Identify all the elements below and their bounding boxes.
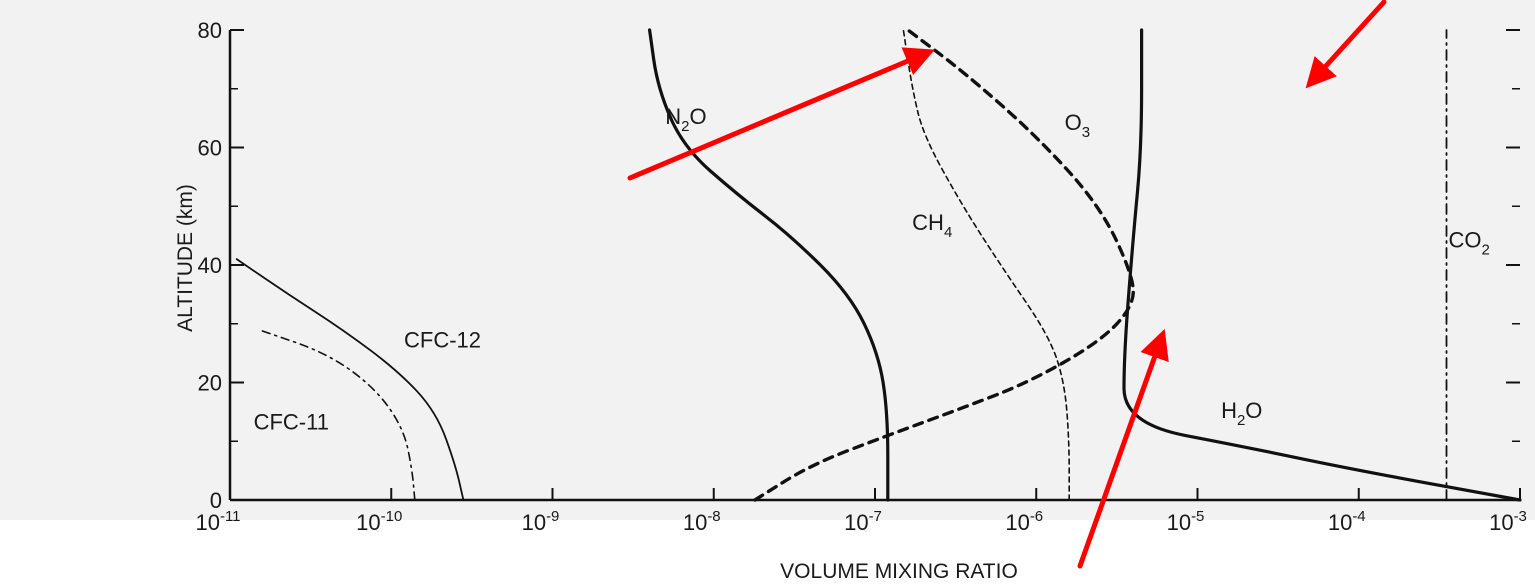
series-label-cfc-12: CFC-12 <box>404 327 481 352</box>
x-tick-label: 10-3 <box>1489 508 1527 535</box>
x-axis-title: VOLUME MIXING RATIO <box>780 560 1018 583</box>
series-label-ch4: CH4 <box>912 210 952 241</box>
annotation-arrows <box>627 0 1387 569</box>
series-label-h2o: H2O <box>1221 398 1262 429</box>
y-tick-label: 40 <box>198 253 222 278</box>
y-axis-ticks: 0 20 40 60 80 <box>198 18 1520 513</box>
series-label-n2o: N2O <box>665 104 706 135</box>
annotation-arrow-3 <box>1077 328 1169 569</box>
series-line-o3 <box>753 28 1136 502</box>
series-line-h2o <box>1122 28 1522 502</box>
scanned-page-tint <box>0 0 1535 520</box>
y-tick-label: 20 <box>198 371 222 396</box>
x-tick-label: 10-9 <box>522 508 560 535</box>
annotation-arrow-1 <box>627 47 935 181</box>
series-label-co2: CO2 <box>1448 227 1489 258</box>
x-tick-label: 10-10 <box>356 508 402 535</box>
series-labels: N2O O3 CH4 H2O CO2 CFC-12 CFC-11 <box>254 104 1490 435</box>
x-tick-label: 10-4 <box>1328 508 1366 535</box>
x-tick-label: 10-11 <box>195 508 240 535</box>
annotation-arrow-2 <box>1305 0 1387 89</box>
y-axis-title: ALTITUDE (km) <box>174 184 197 332</box>
y-tick-label: 60 <box>198 136 222 161</box>
x-tick-label: 10-7 <box>844 508 882 535</box>
x-tick-label: 10-8 <box>683 508 721 535</box>
series-layer <box>235 28 1522 502</box>
series-line-cfc-12 <box>235 258 465 501</box>
y-tick-label: 80 <box>198 18 222 43</box>
x-tick-label: 10-6 <box>1005 508 1043 535</box>
x-axis-ticks: 10-11 10-10 10-9 10-8 10-7 10-6 10-5 10-4 10-3 <box>195 488 1527 535</box>
series-label-cfc-11: CFC-11 <box>254 410 329 435</box>
x-tick-label: 10-5 <box>1167 508 1205 535</box>
series-label-o3: O3 <box>1065 110 1090 141</box>
series-line-n2o <box>648 28 890 502</box>
y-tick-label: 0 <box>210 488 222 513</box>
series-line-ch4 <box>902 29 1070 501</box>
